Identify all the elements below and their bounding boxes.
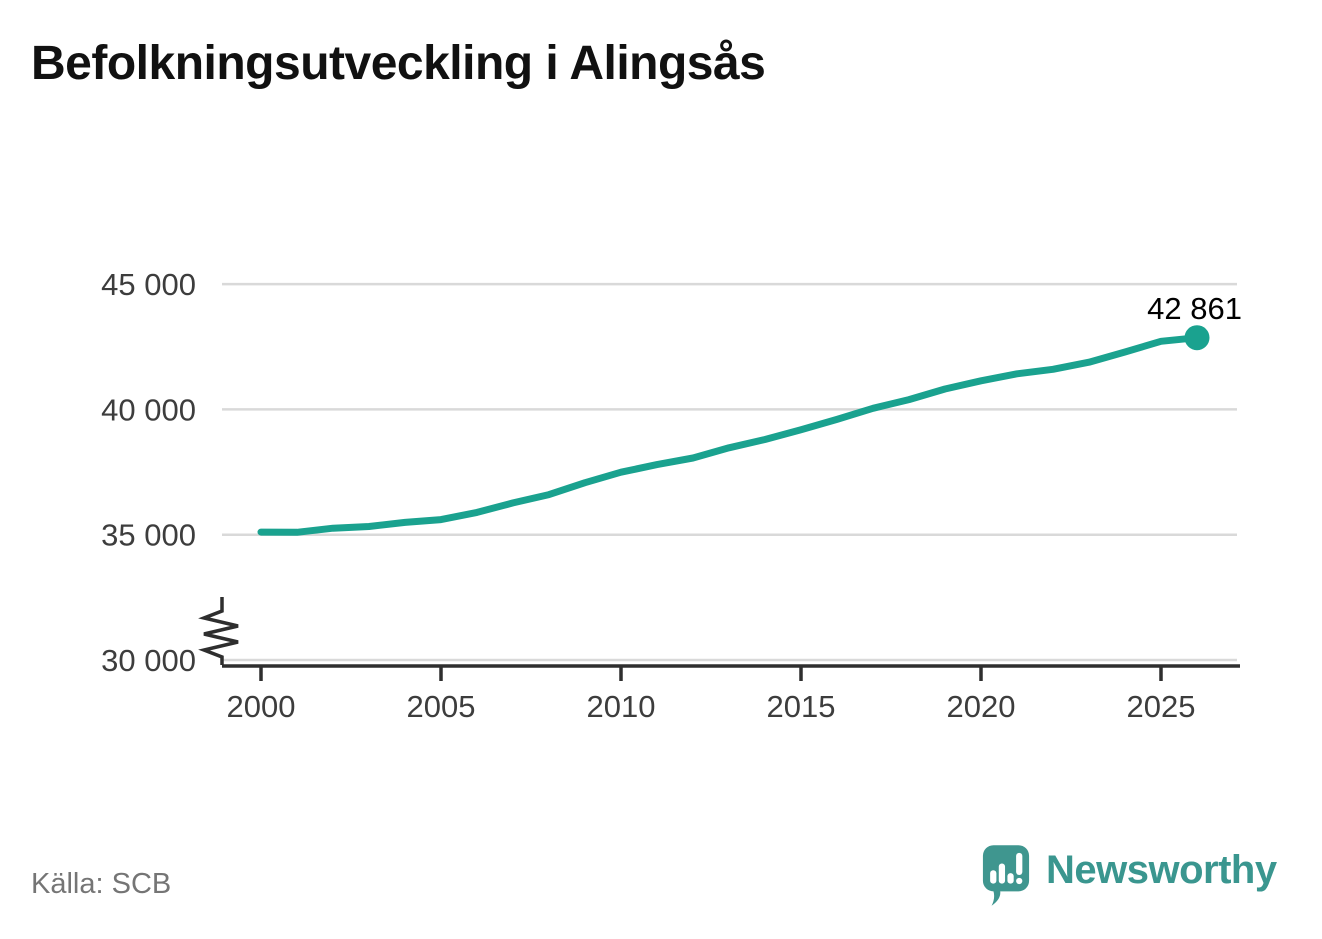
newsworthy-wordmark: Newsworthy (1046, 848, 1277, 892)
end-dot (1184, 325, 1210, 351)
y-axis-tick-label: 40 000 (101, 392, 196, 427)
y-axis-break-icon (198, 597, 239, 665)
x-axis-tick-label: 2010 (587, 689, 656, 724)
end-value-label: 42 861 (1147, 291, 1242, 326)
x-axis-tick-label: 2000 (227, 689, 296, 724)
y-axis-tick-label: 45 000 (101, 267, 196, 302)
page-title: Befolkningsutveckling i Alingsås (31, 37, 766, 90)
logo-exclamation-bar (1016, 852, 1023, 875)
x-axis-tick-label: 2020 (947, 689, 1016, 724)
logo-bar-2 (998, 863, 1006, 884)
y-axis-tick-label: 35 000 (101, 518, 196, 553)
newsworthy-branding: Newsworthy (981, 843, 1277, 907)
population-line (257, 334, 1201, 536)
speech-bubble-shape (982, 845, 1030, 906)
newsworthy-logo-icon (982, 845, 1030, 906)
x-axis-tick-label: 2015 (767, 689, 836, 724)
logo-bar-1 (990, 870, 997, 884)
source-note: Källa: SCB (31, 868, 172, 900)
x-axis-tick-label: 2025 (1127, 689, 1196, 724)
y-axis-tick-label: 30 000 (101, 643, 196, 678)
x-axis-tick-label: 2005 (407, 689, 476, 724)
logo-exclamation-dot (1016, 877, 1023, 885)
logo-bar-3 (1007, 873, 1014, 884)
